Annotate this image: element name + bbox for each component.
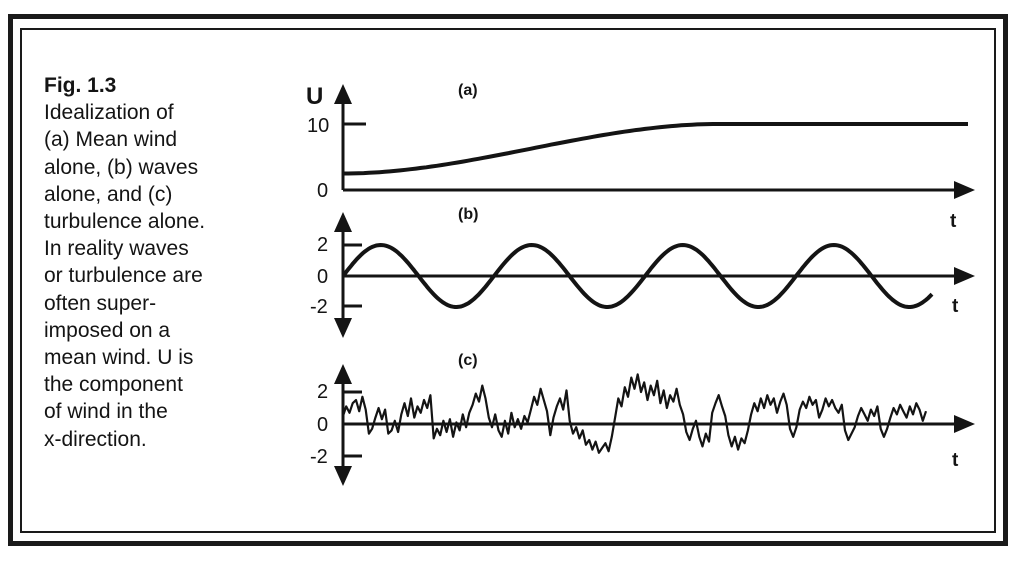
panel-c-label: (c) xyxy=(458,352,478,369)
panel-b-x-axis-label: t xyxy=(952,296,959,317)
panel-a: (a) U 10 0 t xyxy=(306,82,975,232)
caption-line: (a) Mean wind xyxy=(44,128,178,152)
panel-c: (c) 2 0 -2 t xyxy=(310,352,975,486)
caption-line: of wind in the xyxy=(44,400,168,424)
panel-a-tick-label-0: 0 xyxy=(317,180,328,202)
inner-border xyxy=(20,28,996,533)
panel-b-tick-label-2: 2 xyxy=(317,234,328,256)
caption-line: the component xyxy=(44,373,183,397)
figure-label: Fig. 1.3 xyxy=(44,74,117,97)
caption-line: x-direction. xyxy=(44,427,147,451)
panel-b-y-arrow-up-icon xyxy=(334,212,352,232)
caption-line: turbulence alone. xyxy=(44,210,206,234)
caption-line: Idealization of xyxy=(44,101,174,125)
panel-a-x-arrow-icon xyxy=(954,181,975,199)
panel-b-y-arrow-down-icon xyxy=(334,318,352,338)
panel-a-y-axis-label: U xyxy=(306,83,323,110)
panel-b-label: (b) xyxy=(458,206,478,223)
panel-a-label: (a) xyxy=(458,82,478,99)
panel-b: (b) 2 0 -2 t xyxy=(310,206,975,338)
panel-a-y-arrow-icon xyxy=(334,84,352,104)
figure-caption: Fig. 1.3 Idealization of (a) Mean wind a… xyxy=(44,72,294,453)
caption-line: imposed on a xyxy=(44,318,171,342)
panel-c-tick-label-0: 0 xyxy=(317,414,328,436)
panel-c-x-arrow-icon xyxy=(954,415,975,433)
panel-b-tick-label-minus-2: -2 xyxy=(310,296,328,318)
mean-wind-curve xyxy=(343,122,968,176)
caption-line: mean wind. U is xyxy=(44,346,194,370)
caption-line: alone, and (c) xyxy=(44,182,173,206)
caption-line: often super- xyxy=(44,291,157,315)
panel-c-tick-label-minus-2: -2 xyxy=(310,446,328,468)
caption-line: or turbulence are xyxy=(44,264,203,288)
panel-c-y-arrow-up-icon xyxy=(334,364,352,384)
outer-border xyxy=(8,14,1008,546)
panel-a-x-axis-label: t xyxy=(950,211,957,232)
turbulence-curve xyxy=(341,373,928,454)
panel-b-x-arrow-icon xyxy=(954,267,975,285)
panel-c-x-axis-label: t xyxy=(952,450,959,471)
panel-a-tick-label-10: 10 xyxy=(307,115,329,137)
wave-curve xyxy=(341,242,934,309)
panel-b-tick-label-0: 0 xyxy=(317,266,328,288)
caption-line: alone, (b) waves xyxy=(44,155,199,179)
caption-line: In reality waves xyxy=(44,237,189,261)
panel-c-y-arrow-down-icon xyxy=(334,466,352,486)
panel-c-tick-label-2: 2 xyxy=(317,381,328,403)
